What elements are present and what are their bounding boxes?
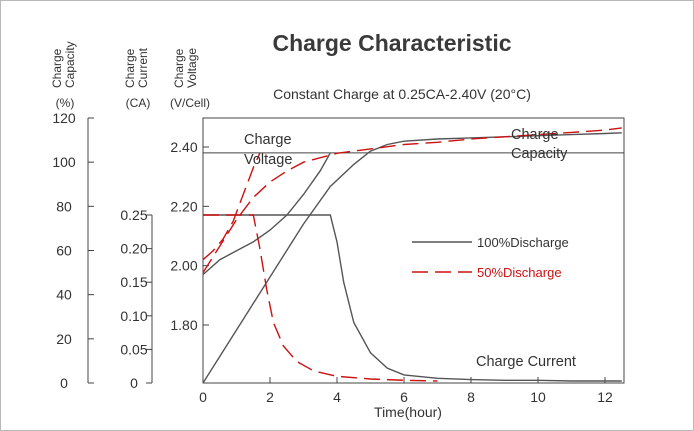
- current-tick-label: 0: [130, 375, 138, 391]
- capacity-tick-label: 40: [56, 287, 72, 303]
- voltage-tick-label: 1.80: [170, 317, 197, 333]
- voltage-axis-title-line2: Voltage: [185, 48, 199, 88]
- series-half-discharge-charge-current: [203, 214, 438, 382]
- series-full-discharge-charge-voltage: [202, 152, 331, 276]
- x-tick-label: 0: [199, 389, 207, 405]
- plot-area-border: [202, 117, 625, 384]
- capacity-tick-label: 100: [52, 154, 76, 170]
- annotation-charge-capacity-line2: Capacity: [511, 146, 568, 162]
- voltage-tick-label: 2.40: [170, 139, 197, 155]
- annotation-charge-voltage-line2: Voltage: [244, 152, 292, 168]
- x-tick-label: 8: [467, 389, 475, 405]
- capacity-axis-unit: (%): [56, 96, 75, 110]
- series-half-discharge-charge-voltage: [202, 152, 261, 261]
- voltage-tick-label: 2.20: [170, 198, 197, 214]
- capacity-tick-label: 80: [56, 198, 72, 214]
- capacity-tick-label: 20: [56, 331, 72, 347]
- annotation-charge-capacity-line1: Charge: [511, 127, 559, 143]
- current-tick-label: 0.25: [120, 207, 147, 223]
- legend-label-50-discharge: 50%Discharge: [477, 265, 562, 280]
- x-tick-label: 2: [266, 389, 274, 405]
- series-full-discharge-charge-capacity: [202, 132, 622, 384]
- current-tick-label: 0.10: [120, 308, 147, 324]
- legend-label-100-discharge: 100%Discharge: [477, 235, 569, 250]
- current-axis-title-line1: Charge: [123, 48, 137, 88]
- current-axis-title-line2: Current: [136, 47, 150, 88]
- series-half-discharge-charge-capacity: [202, 127, 622, 273]
- capacity-tick-label: 60: [56, 243, 72, 259]
- current-axis-unit: (CA): [126, 96, 151, 110]
- capacity-axis-title-line2: Capacity: [63, 41, 77, 88]
- x-tick-label: 4: [333, 389, 341, 405]
- chart-title: Charge Characteristic: [272, 30, 511, 56]
- current-tick-label: 0.20: [120, 241, 147, 257]
- capacity-tick-label: 120: [52, 110, 76, 126]
- x-tick-label: 10: [530, 389, 546, 405]
- current-tick-label: 0.15: [120, 274, 147, 290]
- capacity-axis-title-line1: Charge: [50, 48, 64, 88]
- x-tick-label: 6: [400, 389, 408, 405]
- series-full-discharge-charge-current: [203, 214, 622, 382]
- x-tick-label: 12: [597, 389, 613, 405]
- capacity-tick-label: 0: [60, 375, 68, 391]
- x-axis-label: Time(hour): [374, 404, 442, 420]
- voltage-axis-unit: (V/Cell): [170, 96, 210, 110]
- voltage-axis-title-line1: Charge: [172, 48, 186, 88]
- voltage-tick-label: 2.00: [170, 258, 197, 274]
- annotation-charge-current: Charge Current: [476, 354, 576, 370]
- chart-subtitle: Constant Charge at 0.25CA-2.40V (20°C): [273, 86, 531, 102]
- current-tick-label: 0.05: [120, 341, 147, 357]
- annotation-charge-voltage-line1: Charge: [244, 132, 292, 148]
